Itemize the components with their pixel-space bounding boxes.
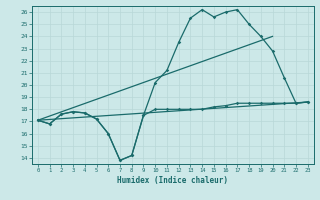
X-axis label: Humidex (Indice chaleur): Humidex (Indice chaleur) xyxy=(117,176,228,185)
